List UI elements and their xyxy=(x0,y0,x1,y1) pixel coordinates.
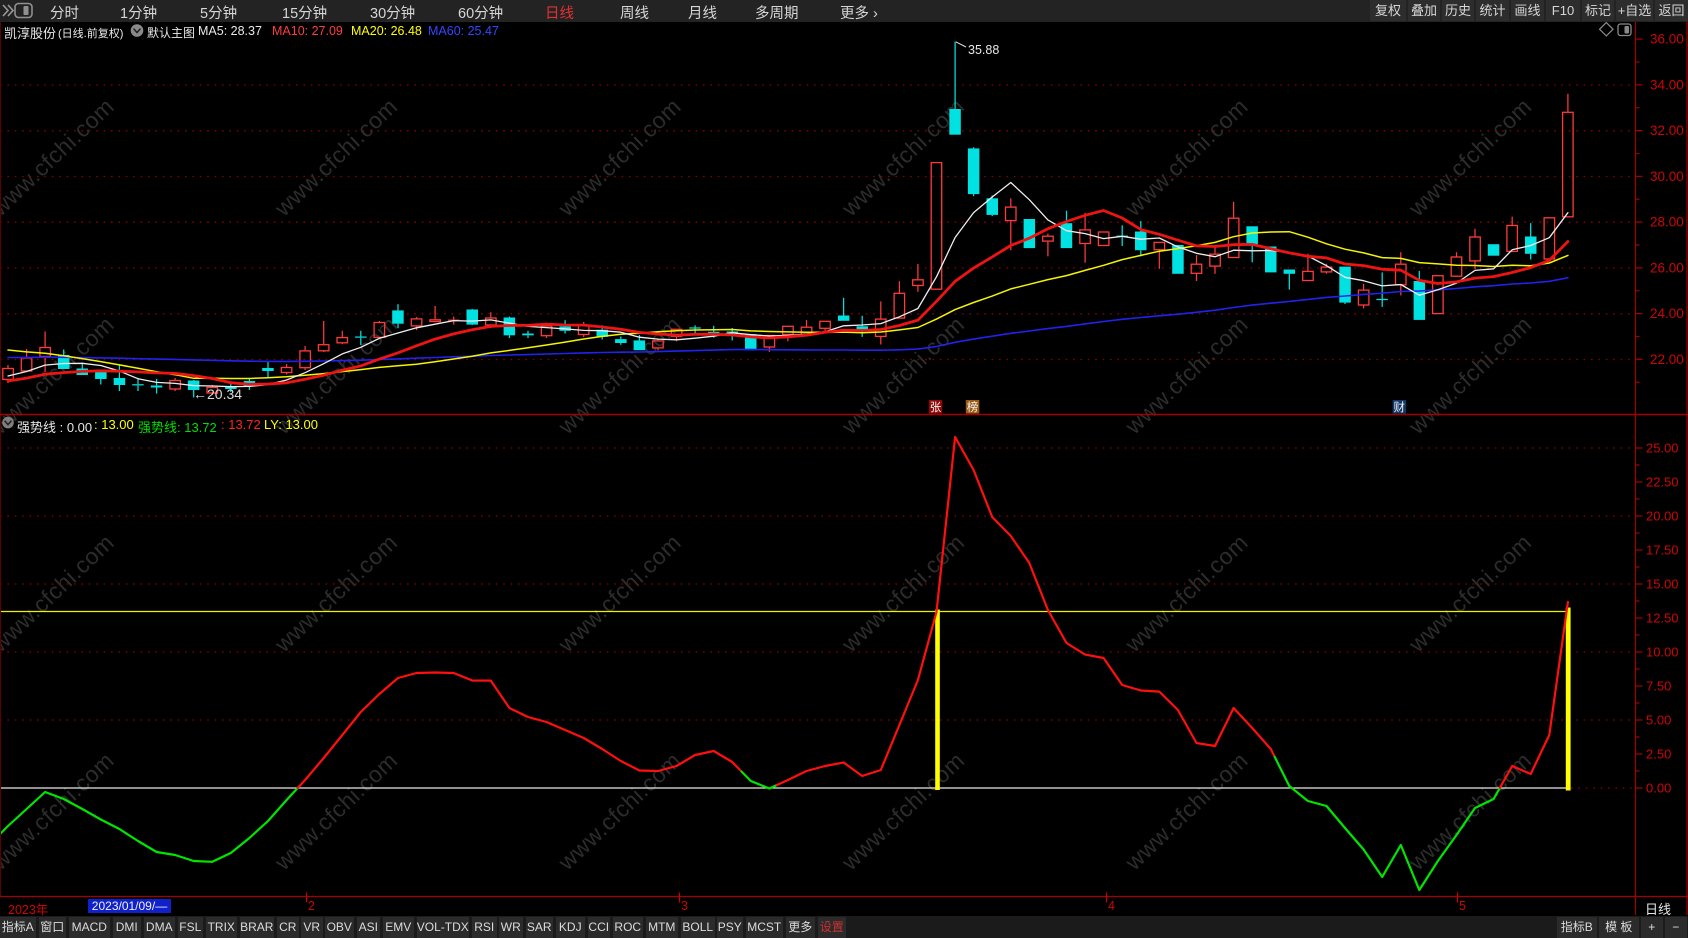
svg-text:www.cfchi.com: www.cfchi.com xyxy=(0,529,119,658)
svg-text:2.50: 2.50 xyxy=(1646,747,1671,762)
svg-text:15.00: 15.00 xyxy=(1646,577,1679,592)
svg-text:www.cfchi.com: www.cfchi.com xyxy=(269,93,403,222)
svg-text:www.cfchi.com: www.cfchi.com xyxy=(0,93,119,222)
svg-text:www.cfchi.com: www.cfchi.com xyxy=(0,747,119,876)
svg-text:0.00: 0.00 xyxy=(1646,781,1671,796)
svg-text:www.cfchi.com: www.cfchi.com xyxy=(1403,93,1537,222)
svg-text:26.00: 26.00 xyxy=(1650,260,1684,275)
svg-text:www.cfchi.com: www.cfchi.com xyxy=(1403,311,1537,440)
svg-text:www.cfchi.com: www.cfchi.com xyxy=(269,747,403,876)
svg-text:www.cfchi.com: www.cfchi.com xyxy=(552,93,686,222)
svg-text:10.00: 10.00 xyxy=(1646,645,1679,660)
svg-text:22.00: 22.00 xyxy=(1650,352,1684,367)
svg-text:www.cfchi.com: www.cfchi.com xyxy=(1403,747,1537,876)
svg-text:财: 财 xyxy=(1394,400,1406,414)
svg-text:28.00: 28.00 xyxy=(1650,215,1684,230)
svg-text:榜: 榜 xyxy=(967,400,979,414)
svg-text:←20.34: ←20.34 xyxy=(193,386,242,402)
svg-text:www.cfchi.com: www.cfchi.com xyxy=(269,529,403,658)
svg-text:www.cfchi.com: www.cfchi.com xyxy=(552,747,686,876)
svg-text:www.cfchi.com: www.cfchi.com xyxy=(836,529,970,658)
svg-text:5.00: 5.00 xyxy=(1646,713,1671,728)
svg-text:www.cfchi.com: www.cfchi.com xyxy=(1119,93,1253,222)
svg-text:17.50: 17.50 xyxy=(1646,543,1679,558)
svg-text:www.cfchi.com: www.cfchi.com xyxy=(1119,311,1253,440)
svg-text:30.00: 30.00 xyxy=(1650,169,1684,184)
svg-text:22.50: 22.50 xyxy=(1646,475,1679,490)
svg-text:32.00: 32.00 xyxy=(1650,123,1684,138)
svg-text:www.cfchi.com: www.cfchi.com xyxy=(1119,747,1253,876)
svg-text:20.00: 20.00 xyxy=(1646,509,1679,524)
svg-text:7.50: 7.50 xyxy=(1646,679,1671,694)
svg-text:24.00: 24.00 xyxy=(1650,306,1684,321)
svg-text:35.88: 35.88 xyxy=(968,43,999,57)
svg-text:www.cfchi.com: www.cfchi.com xyxy=(552,529,686,658)
svg-text:www.cfchi.com: www.cfchi.com xyxy=(1403,529,1537,658)
svg-text:www.cfchi.com: www.cfchi.com xyxy=(1119,529,1253,658)
svg-text:25.00: 25.00 xyxy=(1646,441,1679,456)
svg-text:张: 张 xyxy=(930,401,942,414)
svg-text:12.50: 12.50 xyxy=(1646,611,1679,626)
svg-text:www.cfchi.com: www.cfchi.com xyxy=(836,747,970,876)
svg-text:36.00: 36.00 xyxy=(1650,32,1684,47)
svg-text:34.00: 34.00 xyxy=(1650,77,1684,92)
